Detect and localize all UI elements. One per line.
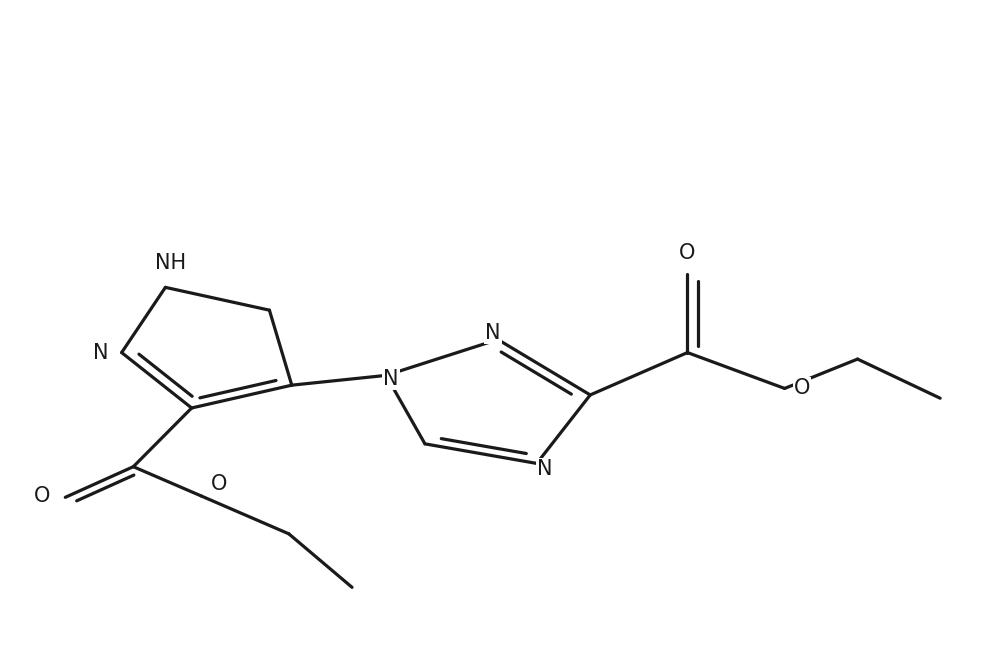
Text: N: N [485, 323, 501, 343]
Text: O: O [211, 474, 227, 494]
Text: O: O [794, 378, 810, 398]
Text: N: N [536, 459, 552, 479]
Text: O: O [34, 486, 50, 506]
Text: N: N [93, 342, 108, 362]
Text: NH: NH [155, 252, 185, 272]
Text: N: N [384, 369, 398, 389]
Text: O: O [679, 244, 695, 264]
